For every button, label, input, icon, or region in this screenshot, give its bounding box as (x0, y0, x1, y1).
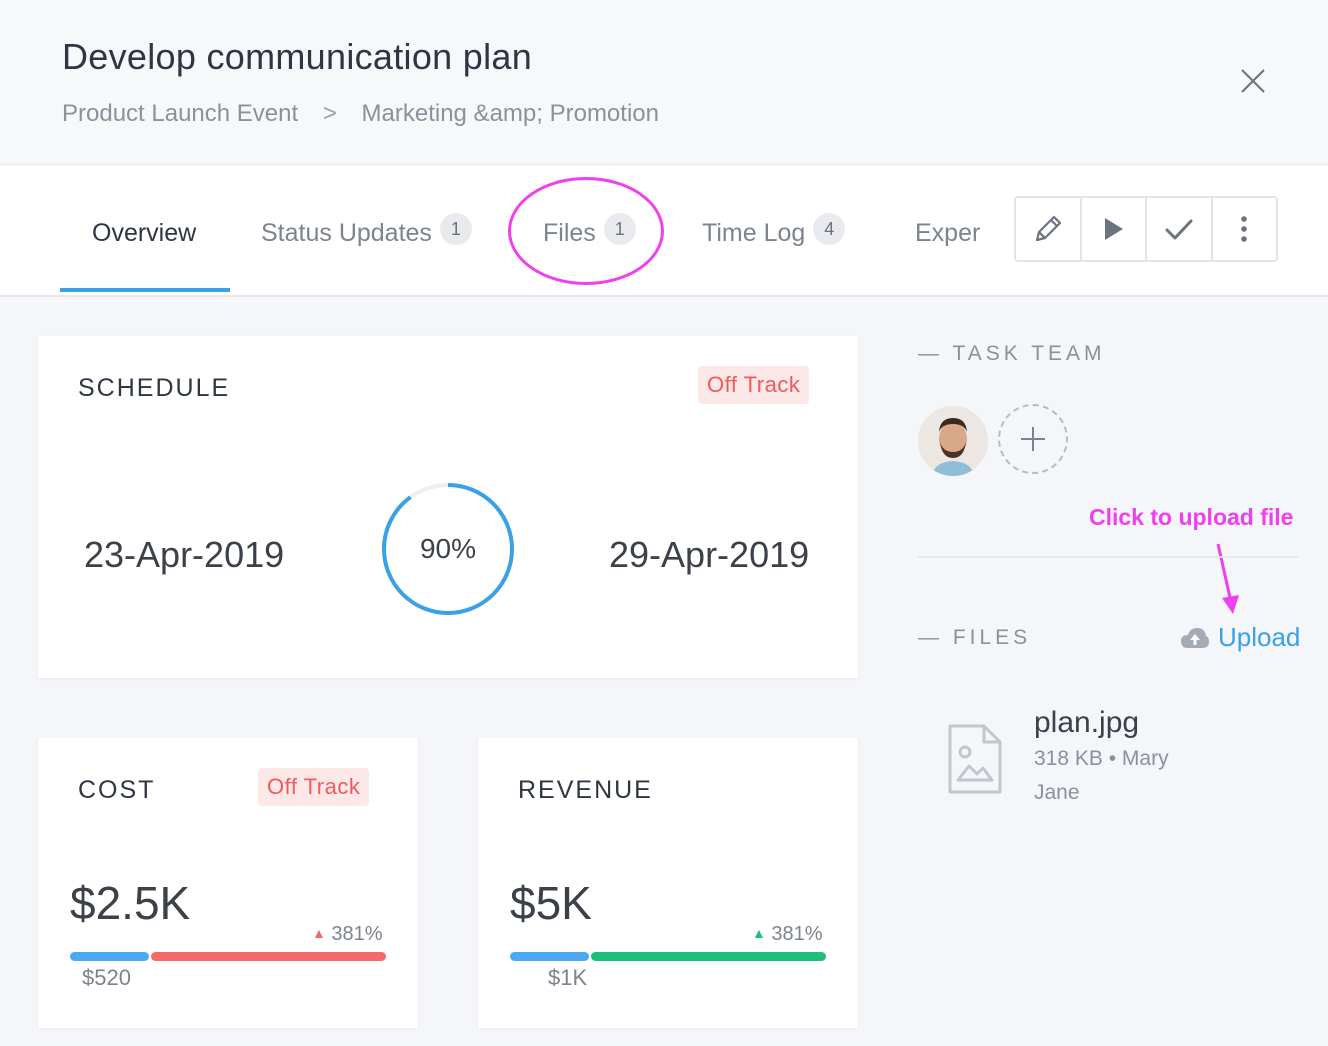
image-file-icon (948, 724, 1002, 794)
complete-button[interactable] (1147, 198, 1213, 260)
page-title: Develop communication plan (62, 36, 533, 77)
tab-label: Status Updates (261, 219, 432, 247)
cost-card: COST Off Track $2.5K ▲ 381% $520 (38, 738, 418, 1028)
check-icon (1165, 219, 1193, 240)
tab-count-badge: 4 (813, 213, 846, 245)
revenue-baseline-amount: $1K (548, 965, 588, 990)
avatar[interactable] (918, 406, 988, 476)
task-team-label: — TASK TEAM (918, 342, 1106, 365)
breadcrumb-phase[interactable]: Marketing &amp; Promotion (361, 100, 659, 127)
close-button[interactable] (1232, 62, 1274, 104)
tab-time-log[interactable]: Time Log 4 (702, 213, 846, 248)
progress-ring-arc (382, 483, 514, 615)
upload-annotation-text: Click to upload file (1089, 504, 1294, 530)
schedule-end-date: 29-Apr-2019 (609, 534, 810, 575)
cost-baseline-amount: $520 (82, 965, 131, 990)
breadcrumb: Product Launch Event > Marketing &amp; P… (62, 100, 659, 128)
annotation-arrow-icon (1216, 543, 1239, 614)
close-icon (1241, 69, 1265, 93)
tab-bar: Overview Status Updates 1 Files 1 Time Log… (0, 165, 1328, 297)
upload-button[interactable]: Upload (1180, 622, 1300, 653)
schedule-start-date: 23-Apr-2019 (84, 534, 285, 575)
tab-label: Time Log (702, 219, 806, 247)
revenue-amount: $5K (510, 877, 592, 929)
file-meta-size-owner: 318 KB • Mary (1034, 747, 1169, 770)
cloud-upload-icon (1181, 627, 1209, 648)
cost-title: COST (78, 776, 156, 804)
upload-label: Upload (1218, 622, 1301, 652)
cost-status-badge: Off Track (258, 768, 370, 806)
tab-count-badge: 1 (603, 213, 636, 245)
start-button[interactable] (1082, 198, 1147, 260)
revenue-change: ▲ 381% (752, 923, 823, 946)
active-tab-indicator (60, 288, 230, 292)
cost-change: ▲ 381% (312, 923, 383, 946)
tab-label: Files (543, 219, 596, 247)
more-button[interactable] (1213, 198, 1277, 260)
add-team-member-button[interactable] (998, 404, 1068, 474)
pencil-icon (1035, 215, 1061, 242)
tab-overview[interactable]: Overview (92, 219, 196, 248)
breadcrumb-project[interactable]: Product Launch Event (62, 100, 299, 127)
tab-expenses[interactable]: Exper (915, 219, 980, 248)
file-meta-owner-last: Jane (1034, 781, 1080, 804)
cost-baseline-bar (70, 952, 149, 961)
arrow-up-icon: ▲ (312, 925, 326, 941)
play-icon (1105, 218, 1124, 240)
revenue-growth-bar (591, 952, 826, 961)
schedule-title: SCHEDULE (78, 374, 231, 402)
tab-label: Overview (92, 219, 197, 247)
file-name[interactable]: plan.jpg (1034, 706, 1140, 739)
tab-files[interactable]: Files 1 (543, 213, 636, 248)
plus-icon (1021, 427, 1045, 451)
user-photo-icon (918, 406, 988, 476)
tab-status-updates[interactable]: Status Updates 1 (261, 213, 472, 248)
schedule-card: SCHEDULE Off Track 23-Apr-2019 90% 29-Ap… (38, 336, 858, 678)
more-vertical-icon (1241, 216, 1248, 242)
arrow-up-icon: ▲ (752, 925, 766, 941)
sidebar-divider (918, 556, 1298, 558)
revenue-change-value: 381% (771, 923, 823, 945)
task-header: Develop communication plan Product Launc… (0, 0, 1328, 165)
revenue-card: REVENUE $5K ▲ 381% $1K (478, 738, 858, 1028)
schedule-progress-label: 90% (419, 533, 477, 564)
file-item[interactable]: plan.jpg 318 KB • Mary Jane (940, 702, 1300, 812)
schedule-status-badge: Off Track (698, 366, 810, 404)
edit-button[interactable] (1016, 198, 1082, 260)
tab-label: Exper (915, 219, 981, 247)
breadcrumb-separator: > (322, 100, 337, 127)
tab-count-badge: 1 (439, 213, 472, 245)
revenue-baseline-bar (510, 952, 589, 961)
revenue-title: REVENUE (518, 776, 653, 804)
files-label: — FILES (918, 626, 1032, 649)
cost-overrun-bar (151, 952, 386, 961)
cost-change-value: 381% (331, 923, 383, 945)
cost-amount: $2.5K (70, 877, 191, 929)
schedule-progress-ring (382, 483, 514, 615)
task-toolbar (1014, 196, 1278, 262)
